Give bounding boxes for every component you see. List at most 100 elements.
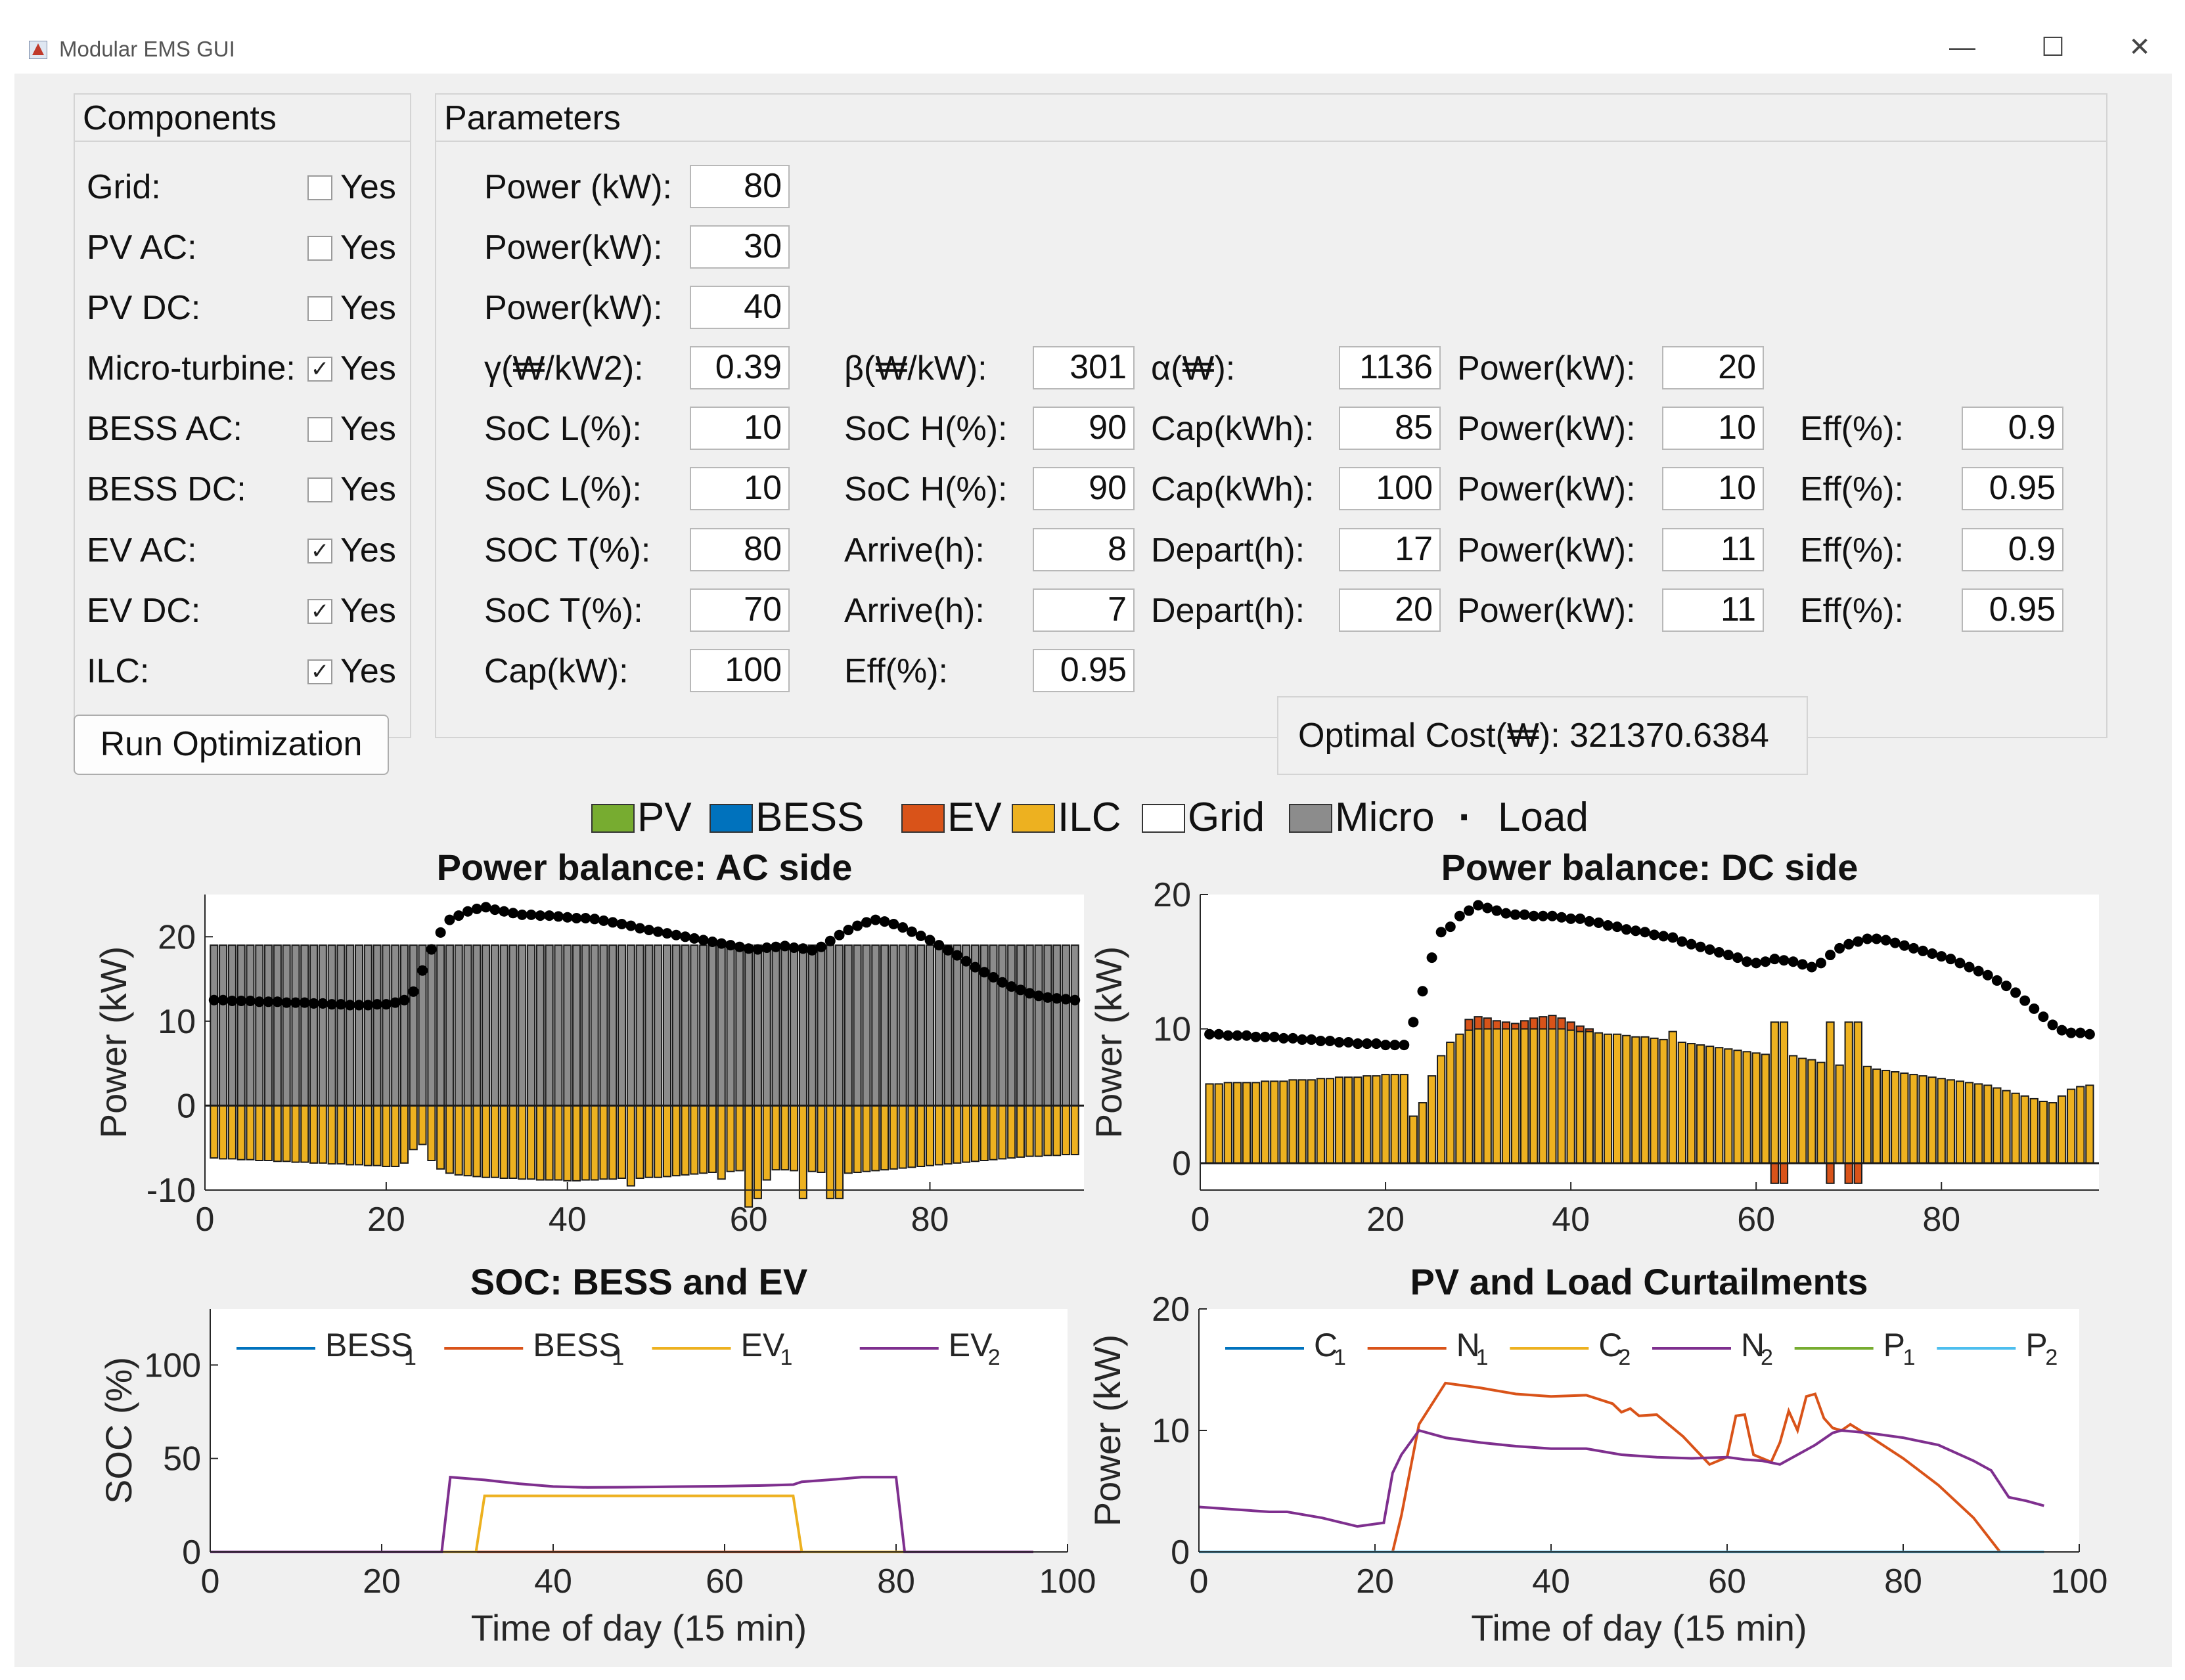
load-point [815, 941, 826, 952]
bar [219, 1105, 228, 1160]
load-point [979, 967, 990, 978]
component-label: EV DC: [87, 592, 201, 630]
component-checkbox[interactable]: ✓ [307, 599, 332, 624]
bar [1474, 1016, 1483, 1030]
bar [246, 944, 255, 1107]
parameter-label: SOC T(%): [484, 531, 651, 569]
load-point [1760, 956, 1771, 967]
parameter-input[interactable]: 1136 [1339, 346, 1441, 389]
bar [1270, 1080, 1279, 1164]
parameter-input[interactable]: 11 [1662, 588, 1764, 632]
bar [980, 1105, 989, 1162]
parameter-input[interactable]: 10 [690, 407, 790, 450]
component-checkbox[interactable] [307, 296, 332, 321]
parameter-input[interactable]: 17 [1339, 528, 1441, 571]
parameter-input[interactable]: 80 [690, 528, 790, 571]
parameter-input[interactable]: 80 [690, 165, 790, 208]
bar [608, 944, 618, 1107]
bar [2020, 1095, 2029, 1164]
component-label: PV AC: [87, 229, 197, 267]
load-point [643, 925, 654, 935]
bar [309, 944, 319, 1107]
parameter-input[interactable]: 30 [690, 225, 790, 269]
load-point [571, 913, 582, 923]
load-point [1042, 992, 1053, 1003]
bar [354, 944, 364, 1107]
x-tick-label: 20 [1356, 1562, 1394, 1601]
load-point [1667, 932, 1678, 943]
parameter-input[interactable]: 20 [1662, 346, 1764, 389]
bar [346, 1105, 355, 1166]
window-title: Modular EMS GUI [59, 37, 235, 61]
parameter-input[interactable]: 0.39 [690, 346, 790, 389]
bar [508, 944, 518, 1107]
parameter-input[interactable]: 90 [1033, 407, 1135, 450]
parameter-input[interactable]: 0.95 [1962, 467, 2063, 510]
load-point [2010, 987, 2021, 998]
bar [626, 1105, 635, 1187]
bar [1770, 1162, 1780, 1184]
component-checkbox[interactable]: ✓ [307, 357, 332, 382]
bar [255, 944, 264, 1107]
component-checkbox[interactable]: ✓ [307, 659, 332, 684]
load-point [1695, 941, 1706, 952]
component-checkbox[interactable]: ✓ [307, 539, 332, 564]
run-optimization-button[interactable]: Run Optimization [74, 715, 389, 775]
x-tick-label: 80 [877, 1562, 915, 1601]
bar [246, 1105, 255, 1161]
bar [943, 1105, 953, 1165]
parameter-input[interactable]: 11 [1662, 528, 1764, 571]
parameter-input[interactable]: 100 [1339, 467, 1441, 510]
parameter-input[interactable]: 10 [690, 467, 790, 510]
component-checkbox[interactable] [307, 417, 332, 442]
bar [1983, 1084, 1993, 1164]
bar [1650, 1037, 1659, 1164]
parameter-input[interactable]: 7 [1033, 588, 1135, 632]
parameter-input[interactable]: 301 [1033, 346, 1135, 389]
parameter-input[interactable]: 20 [1339, 588, 1441, 632]
bar [227, 944, 237, 1107]
parameter-input[interactable]: 70 [690, 588, 790, 632]
bar [291, 1105, 300, 1163]
parameter-label: Power(kW): [1457, 470, 1636, 508]
component-checkbox[interactable] [307, 477, 332, 502]
maximize-icon[interactable]: ☐ [2041, 33, 2065, 62]
bar [1816, 1061, 1826, 1164]
parameter-input[interactable]: 0.95 [1962, 588, 2063, 632]
bar [518, 1105, 527, 1180]
series-line [210, 1476, 1033, 1553]
load-point [516, 909, 528, 920]
series-line [1198, 1428, 2044, 1528]
component-label: EV AC: [87, 531, 197, 569]
load-point [1306, 1034, 1317, 1045]
parameter-input[interactable]: 0.9 [1962, 407, 2063, 450]
parameter-input[interactable]: 85 [1339, 407, 1441, 450]
load-point [1519, 909, 1530, 920]
bar [508, 1105, 518, 1180]
parameters-title: Parameters [436, 95, 2106, 142]
bar [1631, 1036, 1640, 1164]
bar [1835, 1064, 1844, 1164]
parameter-input[interactable]: 90 [1033, 467, 1135, 510]
load-point [1491, 905, 1502, 916]
load-point [1426, 952, 1437, 963]
bar [1742, 1051, 1751, 1164]
bar [817, 1105, 826, 1174]
parameter-input[interactable]: 10 [1662, 407, 1764, 450]
parameter-input[interactable]: 40 [690, 286, 790, 329]
x-tick-label: 60 [1737, 1201, 1775, 1239]
parameter-input[interactable]: 10 [1662, 467, 1764, 510]
close-icon[interactable]: ✕ [2129, 33, 2151, 62]
parameter-input[interactable]: 0.9 [1962, 528, 2063, 571]
parameter-input[interactable]: 100 [690, 649, 790, 692]
parameter-input[interactable]: 8 [1033, 528, 1135, 571]
checkbox-label: Yes [340, 349, 396, 387]
load-point [888, 919, 899, 929]
load-point [915, 931, 926, 941]
x-tick-label: 20 [367, 1201, 405, 1239]
component-checkbox[interactable] [307, 175, 332, 200]
bar [363, 944, 372, 1107]
component-checkbox[interactable] [307, 236, 332, 261]
minimize-icon[interactable]: — [1949, 33, 1975, 62]
parameter-input[interactable]: 0.95 [1033, 649, 1135, 692]
